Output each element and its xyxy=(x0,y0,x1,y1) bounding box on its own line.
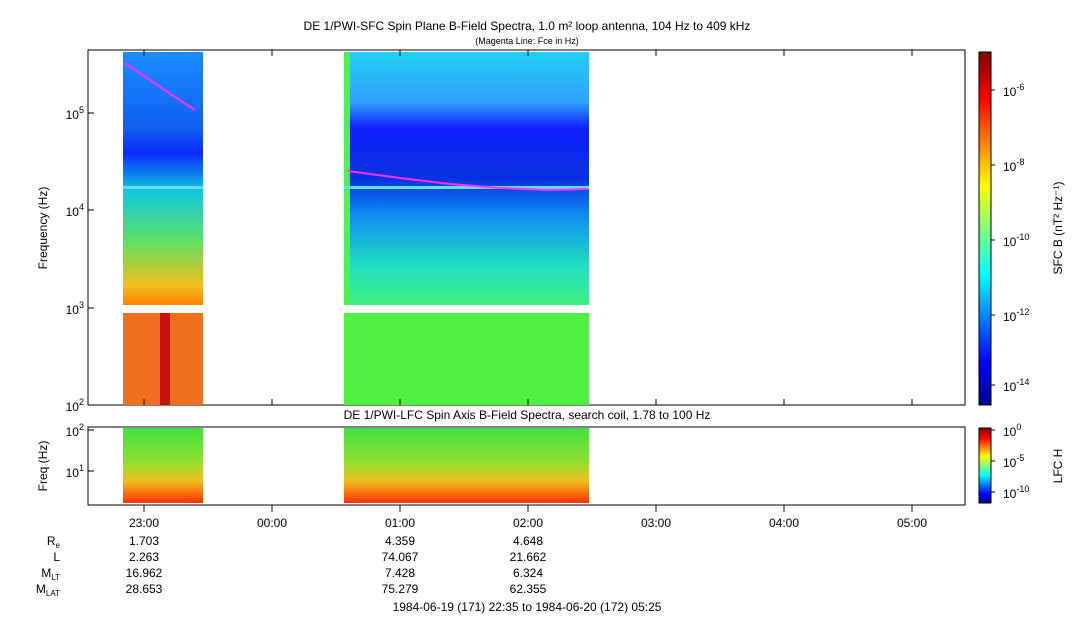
ephemeris-value: 62.355 xyxy=(510,582,547,596)
text-part: 10 xyxy=(66,400,80,414)
upper-panel xyxy=(87,49,966,406)
text-part: 10 xyxy=(1003,456,1017,470)
text-part: 5 xyxy=(79,105,84,115)
text-part: 1 xyxy=(79,463,84,473)
text-part: 10 xyxy=(1003,160,1017,174)
text-part: -10 xyxy=(1016,232,1029,242)
text-part: 2 xyxy=(79,422,84,432)
text-part: 0 xyxy=(1016,422,1021,432)
text-part: 10 xyxy=(66,205,80,219)
ephemeris-label: L xyxy=(53,550,60,564)
ephemeris-value: 2.263 xyxy=(129,550,159,564)
tick-label: 100 xyxy=(1003,422,1021,439)
text-part: 10 xyxy=(66,425,80,439)
lower-title: DE 1/PWI-LFC Spin Axis B-Field Spectra, … xyxy=(344,408,711,422)
x-tick-label: 05:00 xyxy=(897,516,927,530)
fce-line xyxy=(124,62,196,111)
ephemeris-value: 74.067 xyxy=(382,550,419,564)
colorbar-label: LFC H xyxy=(1051,449,1065,484)
tick-label: 10-14 xyxy=(1003,377,1029,394)
x-tick-label: 01:00 xyxy=(385,516,415,530)
text-part: -14 xyxy=(1016,377,1029,387)
tick-label: 10-10 xyxy=(1003,484,1029,501)
spectrum-block xyxy=(344,52,350,305)
tick-label: 103 xyxy=(66,300,84,317)
text-part: 4 xyxy=(79,202,84,212)
spectrum-block xyxy=(123,52,203,305)
spectrum-block xyxy=(123,428,203,503)
fce-line xyxy=(347,170,589,192)
text-part: -10 xyxy=(1016,484,1029,494)
tick-label: 10-12 xyxy=(1003,307,1029,324)
colorbar xyxy=(978,51,992,406)
tick-label: 102 xyxy=(66,397,84,414)
time-range: 1984-06-19 (171) 22:35 to 1984-06-20 (17… xyxy=(393,600,662,614)
lower-panel xyxy=(87,426,966,506)
tick-label: 10-5 xyxy=(1003,453,1024,470)
text-part: 10 xyxy=(1003,85,1017,99)
ephemeris-value: 1.703 xyxy=(129,534,159,548)
spectrum-block xyxy=(344,313,589,405)
tick-label: 10-8 xyxy=(1003,157,1024,174)
text-part: 2 xyxy=(79,397,84,407)
ephemeris-value: 28.653 xyxy=(126,582,163,596)
text-part: L xyxy=(53,550,60,564)
ephemeris-value: 7.428 xyxy=(385,566,415,580)
ephemeris-value: 4.648 xyxy=(513,534,543,548)
text-part: e xyxy=(56,541,61,550)
x-tick-label: 04:00 xyxy=(769,516,799,530)
spectrum-block xyxy=(344,428,589,503)
tick-label: 105 xyxy=(66,105,84,122)
text-part: -12 xyxy=(1016,307,1029,317)
text-part: 10 xyxy=(1003,487,1017,501)
band-line xyxy=(123,186,203,189)
ephemeris-label: Re xyxy=(47,534,61,550)
text-part: M xyxy=(36,582,46,596)
ephemeris-value: 16.962 xyxy=(126,566,163,580)
y-label: Freq (Hz) xyxy=(36,441,50,492)
tick-label: 102 xyxy=(66,422,84,439)
tick-label: 104 xyxy=(66,202,84,219)
text-part: 10 xyxy=(66,303,80,317)
y-label: Frequency (Hz) xyxy=(36,187,50,270)
spectrum-block xyxy=(160,313,170,405)
text-part: 10 xyxy=(1003,235,1017,249)
ephemeris-value: 4.359 xyxy=(385,534,415,548)
text-part: 10 xyxy=(66,466,80,480)
title: DE 1/PWI-SFC Spin Plane B-Field Spectra,… xyxy=(304,19,751,33)
text-part: -5 xyxy=(1016,453,1024,463)
x-tick-label: 02:00 xyxy=(513,516,543,530)
subtitle: (Magenta Line: Fce in Hz) xyxy=(475,36,579,46)
band-line xyxy=(344,186,589,189)
x-tick-label: 23:00 xyxy=(129,516,159,530)
text-part: M xyxy=(41,566,51,580)
colorbar-label: SFC B (nT² Hz⁻¹) xyxy=(1051,182,1065,275)
text-part: -8 xyxy=(1016,157,1024,167)
text-part: 10 xyxy=(1003,380,1017,394)
text-part: 10 xyxy=(1003,425,1017,439)
tick-label: 10-10 xyxy=(1003,232,1029,249)
text-part: 3 xyxy=(79,300,84,310)
tick-label: 10-6 xyxy=(1003,82,1024,99)
text-part: 10 xyxy=(66,108,80,122)
text-part: LAT xyxy=(46,589,60,598)
ephemeris-value: 75.279 xyxy=(382,582,419,596)
ephemeris-label: MLT xyxy=(41,566,60,582)
text-part: 10 xyxy=(1003,310,1017,324)
text-part: R xyxy=(47,534,56,548)
spectrum-block xyxy=(344,52,589,305)
x-tick-label: 03:00 xyxy=(641,516,671,530)
tick-label: 101 xyxy=(66,463,84,480)
text-part: LT xyxy=(51,573,60,582)
text-part: -6 xyxy=(1016,82,1024,92)
x-tick-label: 00:00 xyxy=(257,516,287,530)
ephemeris-value: 21.662 xyxy=(510,550,547,564)
colorbar xyxy=(978,427,992,504)
ephemeris-label: MLAT xyxy=(36,582,60,598)
ephemeris-value: 6.324 xyxy=(513,566,543,580)
